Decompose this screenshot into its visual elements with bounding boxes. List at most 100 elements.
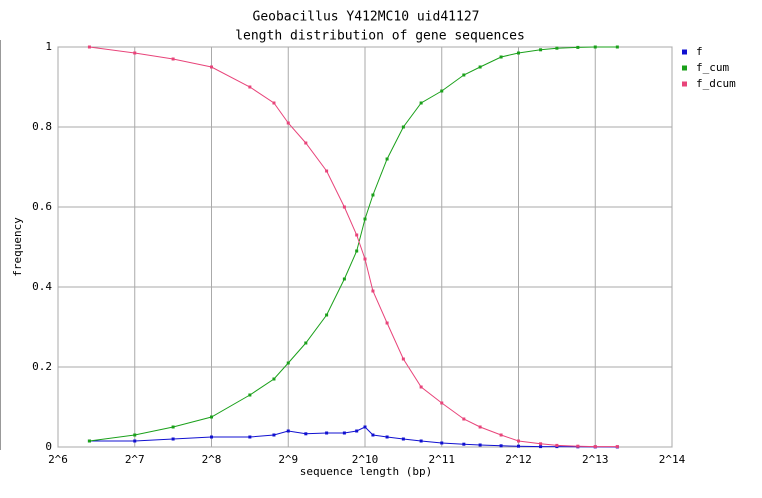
y-axis-label: frequency xyxy=(11,217,24,277)
point xyxy=(385,321,389,325)
point xyxy=(539,48,543,52)
point xyxy=(576,444,580,448)
point xyxy=(555,443,559,447)
point xyxy=(210,65,213,69)
point xyxy=(517,439,520,443)
point xyxy=(133,433,137,437)
point xyxy=(171,437,175,441)
point xyxy=(286,429,290,433)
point xyxy=(517,444,520,448)
point xyxy=(371,193,375,197)
x-tick-label: 2^11 xyxy=(429,453,456,466)
point xyxy=(355,233,359,237)
point xyxy=(385,435,389,439)
point xyxy=(272,433,276,437)
point xyxy=(371,289,375,293)
y-tick-label: 0.8 xyxy=(32,120,52,133)
point xyxy=(440,401,444,405)
point xyxy=(248,435,252,439)
point xyxy=(304,141,308,145)
point xyxy=(272,101,276,105)
point xyxy=(363,425,367,429)
point xyxy=(304,432,308,436)
point xyxy=(133,439,137,443)
point xyxy=(401,437,405,441)
point xyxy=(248,85,252,89)
x-tick-label: 2^6 xyxy=(48,453,68,466)
point xyxy=(342,205,346,209)
point xyxy=(539,445,543,449)
point xyxy=(286,361,290,365)
point xyxy=(210,415,213,419)
x-tick-label: 2^13 xyxy=(582,453,609,466)
legend-label: f xyxy=(696,45,703,58)
series-line xyxy=(89,46,618,448)
point xyxy=(478,425,482,429)
series-line xyxy=(89,46,618,442)
point xyxy=(325,313,329,317)
point xyxy=(478,65,482,69)
point xyxy=(499,55,503,59)
point xyxy=(355,429,359,433)
x-axis-label: sequence length (bp) xyxy=(300,465,432,478)
point xyxy=(355,249,359,253)
point xyxy=(210,435,213,439)
point xyxy=(286,121,290,125)
point xyxy=(593,45,597,49)
point xyxy=(440,441,444,445)
point xyxy=(342,431,346,435)
y-tick-label: 0.6 xyxy=(32,200,52,213)
point xyxy=(499,433,503,437)
point xyxy=(499,444,503,448)
point xyxy=(304,341,308,345)
point xyxy=(539,442,543,446)
y-tick-label: 0.4 xyxy=(32,280,52,293)
point xyxy=(325,169,329,173)
y-tick-label: 0 xyxy=(45,440,52,453)
point xyxy=(615,45,619,49)
point xyxy=(171,57,175,61)
point xyxy=(517,51,520,55)
point xyxy=(462,417,466,421)
point xyxy=(171,425,175,429)
point xyxy=(87,439,91,443)
point xyxy=(248,393,252,397)
point xyxy=(325,431,329,435)
legend-marker xyxy=(682,65,687,71)
point xyxy=(401,125,405,129)
point xyxy=(272,377,276,381)
point xyxy=(576,45,580,49)
point xyxy=(371,433,375,437)
legend-label: f_cum xyxy=(696,61,729,74)
chart-title: Geobacillus Y412MC10 uid41127 xyxy=(253,10,480,25)
legend-marker xyxy=(682,49,687,55)
point xyxy=(401,357,405,361)
point xyxy=(462,442,466,446)
point xyxy=(555,46,559,50)
legend-label: f_dcum xyxy=(696,77,736,90)
point xyxy=(419,101,423,105)
point xyxy=(342,277,346,281)
point xyxy=(615,445,619,449)
point xyxy=(363,257,367,261)
x-tick-label: 2^8 xyxy=(202,453,222,466)
y-tick-label: 0.2 xyxy=(32,360,52,373)
point xyxy=(87,45,91,49)
point xyxy=(419,439,423,443)
series-line xyxy=(89,426,618,448)
point xyxy=(419,385,423,389)
x-tick-label: 2^12 xyxy=(505,453,532,466)
legend-marker xyxy=(682,81,687,87)
x-tick-label: 2^10 xyxy=(352,453,379,466)
point xyxy=(593,445,597,449)
point xyxy=(385,157,389,161)
point xyxy=(440,89,444,93)
chart-subtitle: length distribution of gene sequences xyxy=(235,29,525,44)
x-tick-label: 2^7 xyxy=(125,453,145,466)
point xyxy=(363,217,367,221)
point xyxy=(133,51,137,55)
y-tick-label: 1 xyxy=(45,40,52,53)
x-tick-label: 2^14 xyxy=(659,453,686,466)
